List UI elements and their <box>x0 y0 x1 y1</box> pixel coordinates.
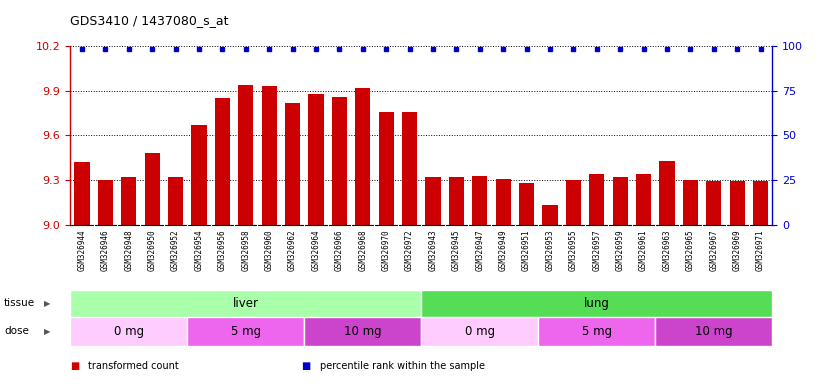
Text: 10 mg: 10 mg <box>695 325 733 338</box>
Text: GSM326949: GSM326949 <box>499 230 508 271</box>
Text: GSM326970: GSM326970 <box>382 230 391 271</box>
Text: GSM326967: GSM326967 <box>710 230 719 271</box>
Bar <box>121 177 136 225</box>
Text: 0 mg: 0 mg <box>465 325 495 338</box>
Text: GSM326956: GSM326956 <box>218 230 227 271</box>
Bar <box>589 174 605 225</box>
Bar <box>425 177 440 225</box>
Bar <box>472 175 487 225</box>
Text: GSM326964: GSM326964 <box>311 230 320 271</box>
Text: GSM326969: GSM326969 <box>733 230 742 271</box>
Bar <box>753 182 768 225</box>
Text: GSM326960: GSM326960 <box>264 230 273 271</box>
Bar <box>192 125 206 225</box>
Text: 10 mg: 10 mg <box>344 325 382 338</box>
Text: GSM326965: GSM326965 <box>686 230 695 271</box>
Text: GSM326963: GSM326963 <box>662 230 672 271</box>
Bar <box>262 86 277 225</box>
Text: GSM326943: GSM326943 <box>429 230 438 271</box>
Bar <box>706 182 721 225</box>
Text: GSM326945: GSM326945 <box>452 230 461 271</box>
Text: GSM326950: GSM326950 <box>148 230 157 271</box>
Text: ■: ■ <box>301 361 311 371</box>
Text: GSM326946: GSM326946 <box>101 230 110 271</box>
Bar <box>496 179 510 225</box>
Text: GSM326952: GSM326952 <box>171 230 180 271</box>
Bar <box>308 94 324 225</box>
Bar <box>238 85 254 225</box>
Bar <box>449 177 464 225</box>
Bar <box>378 112 394 225</box>
Text: ■: ■ <box>70 361 79 371</box>
Bar <box>285 103 300 225</box>
Text: GSM326958: GSM326958 <box>241 230 250 271</box>
Bar <box>543 205 558 225</box>
Text: transformed count: transformed count <box>88 361 179 371</box>
Bar <box>97 180 113 225</box>
Bar <box>659 161 675 225</box>
Text: 0 mg: 0 mg <box>114 325 144 338</box>
Bar <box>332 97 347 225</box>
Bar <box>729 182 745 225</box>
Bar <box>145 153 159 225</box>
Bar <box>519 183 534 225</box>
Bar <box>355 88 370 225</box>
Text: ▶: ▶ <box>44 299 50 308</box>
Bar <box>683 180 698 225</box>
Bar <box>539 317 655 346</box>
Text: GSM326947: GSM326947 <box>475 230 484 271</box>
Text: dose: dose <box>4 326 29 336</box>
Bar <box>636 174 651 225</box>
Bar <box>421 317 539 346</box>
Text: GDS3410 / 1437080_s_at: GDS3410 / 1437080_s_at <box>70 14 229 27</box>
Text: ▶: ▶ <box>44 327 50 336</box>
Text: GSM326951: GSM326951 <box>522 230 531 271</box>
Text: GSM326972: GSM326972 <box>405 230 414 271</box>
Text: 5 mg: 5 mg <box>582 325 612 338</box>
Text: GSM326955: GSM326955 <box>569 230 578 271</box>
Text: GSM326961: GSM326961 <box>639 230 648 271</box>
Text: GSM326959: GSM326959 <box>615 230 624 271</box>
Text: GSM326954: GSM326954 <box>194 230 203 271</box>
Text: liver: liver <box>233 297 259 310</box>
Text: GSM326944: GSM326944 <box>78 230 87 271</box>
Text: tissue: tissue <box>4 298 36 308</box>
Bar <box>168 177 183 225</box>
Text: lung: lung <box>584 297 610 310</box>
Bar <box>74 162 89 225</box>
Bar <box>304 317 421 346</box>
Bar <box>188 317 304 346</box>
Bar <box>215 98 230 225</box>
Text: GSM326971: GSM326971 <box>756 230 765 271</box>
Bar <box>566 180 581 225</box>
Bar <box>613 177 628 225</box>
Text: GSM326966: GSM326966 <box>335 230 344 271</box>
Text: GSM326957: GSM326957 <box>592 230 601 271</box>
Bar <box>421 290 772 317</box>
Bar <box>655 317 772 346</box>
Text: GSM326962: GSM326962 <box>288 230 297 271</box>
Bar <box>70 290 421 317</box>
Text: 5 mg: 5 mg <box>230 325 261 338</box>
Text: GSM326968: GSM326968 <box>358 230 368 271</box>
Text: GSM326953: GSM326953 <box>545 230 554 271</box>
Text: GSM326948: GSM326948 <box>124 230 133 271</box>
Text: percentile rank within the sample: percentile rank within the sample <box>320 361 485 371</box>
Bar <box>402 112 417 225</box>
Bar <box>70 317 188 346</box>
